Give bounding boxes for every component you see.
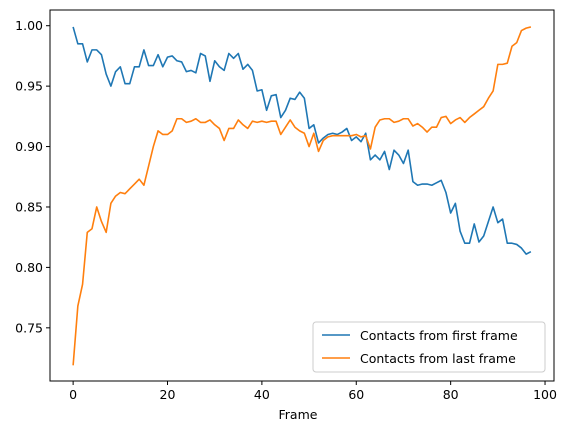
y-tick-label: 0.90 <box>15 139 43 154</box>
legend-label-first-frame: Contacts from first frame <box>360 328 518 343</box>
legend: Contacts from first frame Contacts from … <box>312 321 546 373</box>
legend-box <box>312 321 546 373</box>
x-tick-label: 40 <box>254 387 270 402</box>
x-axis: 0 20 40 60 80 100 <box>69 381 557 402</box>
legend-label-last-frame: Contacts from last frame <box>360 351 516 366</box>
y-tick-label: 0.75 <box>15 320 43 335</box>
plot-lines <box>72 26 532 366</box>
x-tick-label: 80 <box>443 387 459 402</box>
y-tick-label: 0.95 <box>15 79 43 94</box>
x-tick-label: 60 <box>348 387 364 402</box>
y-axis: 0.75 0.80 0.85 0.90 0.95 1.00 <box>15 18 50 335</box>
series-line-first-frame <box>72 26 532 255</box>
y-tick-label: 1.00 <box>15 18 43 33</box>
y-tick-label: 0.85 <box>15 199 43 214</box>
x-axis-label: Frame <box>279 407 318 422</box>
x-tick-label: 0 <box>69 387 77 402</box>
series-line-last-frame <box>72 26 532 366</box>
x-tick-label: 20 <box>160 387 176 402</box>
x-tick-label: 100 <box>533 387 557 402</box>
y-tick-label: 0.80 <box>15 260 43 275</box>
plot-frame <box>49 9 555 382</box>
